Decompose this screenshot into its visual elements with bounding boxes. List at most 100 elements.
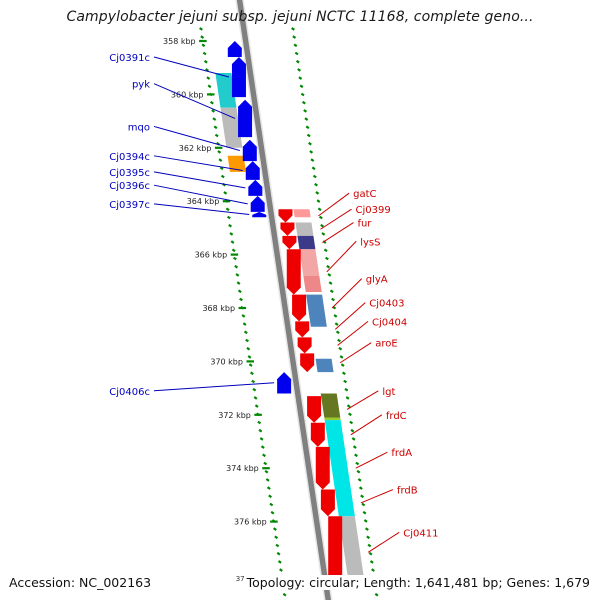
outer-ring-dot [308,141,312,146]
scale-ring-dot [254,404,259,408]
gene-label-leader [153,171,246,189]
outer-ring-dot [321,232,326,236]
gene-label-frda: frdA [391,448,412,459]
outer-ring-dot [323,248,328,253]
gene-label-leader [346,390,379,410]
scale-tick-label: 362 kbp [179,144,212,153]
outer-ring-dot [355,461,360,466]
outer-ring-dot [298,76,303,80]
gene-label-leader [153,125,240,151]
gene-label-leader [331,278,363,309]
gene-label-glya: glyA [366,275,388,286]
outer-ring-dot [318,215,323,220]
gene-label-leader [355,451,388,469]
scale-ring-dot [218,158,223,162]
scale-ring-dot [211,109,216,113]
outer-ring-dot [344,387,349,392]
outer-ring-dot [306,133,311,138]
reverse-gene-arrow [320,489,335,517]
scale-ring-dot [235,273,240,277]
gene-label-cj0394c: Cj0394c [109,152,150,163]
scale-ring-dot [251,379,256,384]
gene-label-leader [339,342,372,364]
scale-ring-dot [236,281,241,285]
scale-ring-dot [217,150,222,154]
right-cog-block [303,275,322,292]
scale-ring-dot [269,502,274,507]
reverse-gene-arrow [292,294,307,322]
scale-tick-label: 376 kbp [234,518,267,527]
outer-ring-dot [350,428,355,433]
gene-label-cj0399: Cj0399 [355,205,390,216]
scale-ring-dot [259,437,264,441]
outer-ring-dot [361,502,366,507]
reverse-gene-arrow [328,516,343,589]
scale-tick-label: 370 kbp [210,357,243,366]
scale-ring-dot [213,125,218,130]
scale-ring-dot [201,43,206,48]
scale-ring-dot [228,223,233,228]
outer-ring-dot [316,199,321,203]
outer-ring-dot [309,150,314,154]
gene-label-leader [350,414,383,436]
outer-ring-dot [295,59,300,64]
scale-ring-dot [202,51,207,56]
clipped-tick-label: 37 [235,575,245,583]
scale-tick-label: 374 kbp [226,464,259,473]
outer-ring-dot [305,125,310,130]
cog-tracks [215,73,366,589]
gene-tracks [227,41,343,589]
scale-ring-dot [270,510,275,515]
map-title: Campylobacter jejuni subsp. jejuni NCTC … [66,9,534,25]
reverse-gene-arrow [278,209,293,223]
right-cog-block [320,393,341,418]
outer-ring-dot [363,519,368,523]
scale-ring-dot [245,338,249,343]
scale-ring-dot [237,289,242,294]
gene-label-leader [320,208,352,230]
outer-ring-dot [320,223,325,228]
gene-label-leader [153,155,243,171]
outer-ring-dot [343,379,348,384]
gene-label-cj0403: Cj0403 [369,299,404,310]
scale-ring-dot [203,59,208,64]
reverse-gene-arrow [282,235,297,250]
outer-ring-dot [303,109,308,113]
backbone-line [236,0,332,600]
right-cog-block [324,420,355,517]
backbone-edge [242,0,333,600]
forward-gene-arrow [242,139,257,162]
scale-ring-dot [247,355,252,359]
gene-label-lgt: lgt [382,387,395,398]
gene-label-aroe: aroE [375,339,397,350]
outer-ring-dot [304,117,309,121]
reverse-gene-arrow [300,353,315,373]
scale-ring-dot [262,453,266,458]
scale-ring-dot [225,207,230,212]
outer-ring-dot [291,27,295,31]
gene-label-cj0396c: Cj0396c [109,181,150,192]
scale-ring-dot [275,543,280,548]
scale-ring-dot [246,346,251,351]
forward-gene-arrow [252,211,267,218]
outer-ring-dot [329,289,334,294]
outer-ring-dot [345,396,350,400]
scale-tick-label: 372 kbp [218,411,251,420]
scale-ring-dot [212,117,217,121]
gene-label-fur: fur [357,219,372,230]
gene-label-lyss: lysS [360,237,380,248]
scale-ring-dot [233,256,237,261]
outer-ring-dot [292,35,297,39]
gene-label-mqo: mqo [128,122,150,133]
genome-summary: 37 Topology: circular; Length: 1,641,481 … [232,575,590,590]
scale-ring-dot [230,240,235,244]
reverse-gene-arrow [286,249,301,295]
right-cog-block [315,358,334,373]
forward-gene-arrow [248,179,263,196]
outer-ring-dot [346,404,351,408]
forward-gene-arrow [250,195,265,212]
outer-ring-dot [333,314,338,318]
reverse-gene-arrow [295,321,310,338]
scale-tick-label: 368 kbp [202,304,235,313]
